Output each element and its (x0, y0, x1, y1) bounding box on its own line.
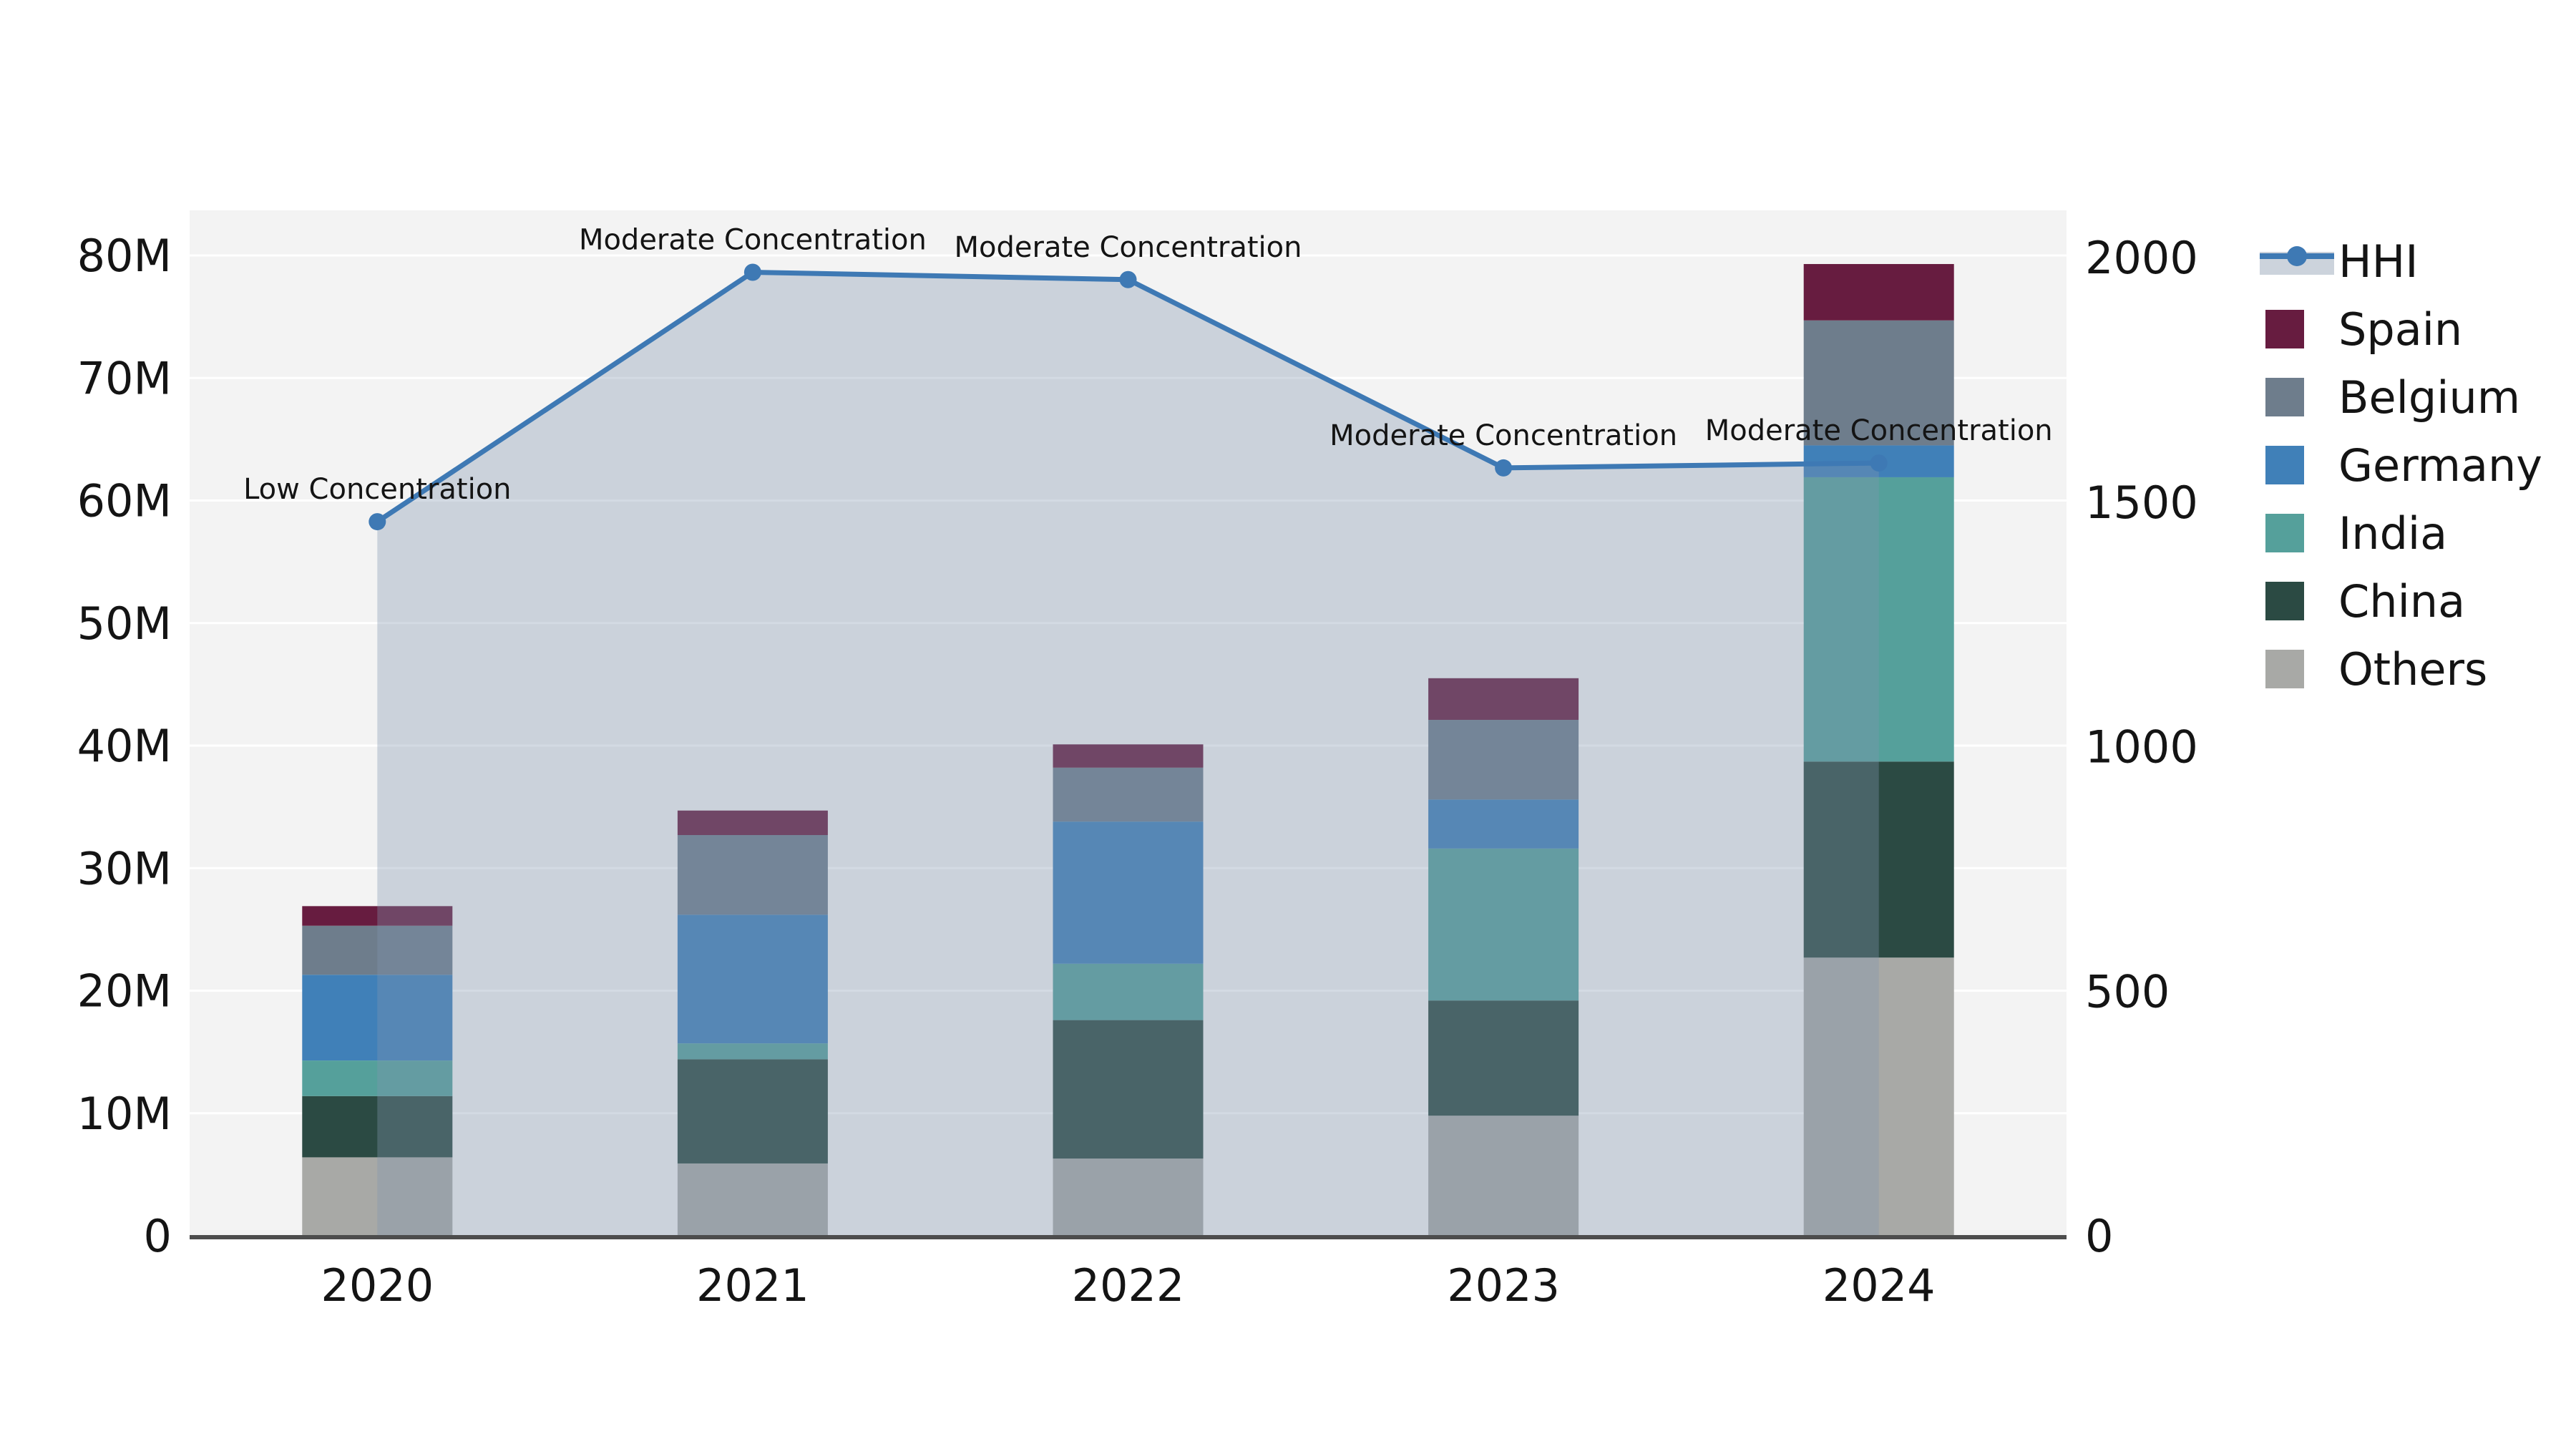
bar-segment-india-2022 (1053, 963, 1204, 1020)
left-tick-label: 80M (77, 230, 172, 282)
bar-segment-spain-2021 (677, 810, 828, 836)
bar-segment-germany-2022 (1053, 821, 1204, 964)
legend-hhi-marker (2287, 246, 2307, 266)
hhi-annotation-2020: Low Concentration (243, 473, 511, 506)
bar-segment-india-2024 (1803, 477, 1954, 762)
hhi-area-fill (377, 272, 1879, 1236)
bar-segment-china-2020 (302, 1096, 453, 1158)
legend-label-hhi: HHI (2338, 235, 2419, 288)
legend-swatch-spain (2265, 310, 2304, 348)
hhi-marker-2024 (1870, 454, 1888, 472)
hhi-marker-2020 (369, 513, 386, 531)
left-tick-label: 60M (77, 475, 172, 527)
bar-segment-india-2023 (1428, 848, 1579, 1001)
x-tick-label: 2020 (321, 1259, 434, 1312)
hhi-marker-2023 (1495, 459, 1513, 477)
left-tick-label: 70M (77, 352, 172, 404)
right-tick-label: 500 (2085, 965, 2170, 1018)
bar-segment-others-2021 (677, 1163, 828, 1236)
bar-segment-others-2024 (1803, 957, 1954, 1236)
bar-segment-china-2023 (1428, 1000, 1579, 1116)
bar-segment-belgium-2022 (1053, 767, 1204, 822)
hhi-marker-2022 (1119, 270, 1137, 288)
bar-segment-belgium-2021 (677, 835, 828, 915)
right-tick-label: 2000 (2085, 232, 2198, 284)
bar-segment-spain-2022 (1053, 744, 1204, 768)
right-tick-label: 1000 (2085, 721, 2198, 774)
legend-label-belgium: Belgium (2338, 371, 2520, 424)
bar-segment-china-2021 (677, 1059, 828, 1163)
legend-label-others: Others (2338, 643, 2487, 696)
hhi-annotation-2023: Moderate Concentration (1330, 419, 1677, 452)
bar-segment-germany-2023 (1428, 799, 1579, 849)
left-tick-label: 10M (77, 1088, 172, 1140)
right-tick-label: 0 (2085, 1210, 2113, 1262)
legend-swatch-germany (2265, 446, 2304, 484)
left-tick-label: 20M (77, 965, 172, 1018)
legend-swatch-china (2265, 582, 2304, 620)
legend-label-germany: Germany (2338, 439, 2542, 492)
legend-label-china: China (2338, 575, 2465, 628)
bar-segment-spain-2024 (1803, 263, 1954, 321)
bar-segment-belgium-2020 (302, 925, 453, 975)
hhi-marker-2021 (743, 263, 761, 281)
bar-segment-china-2022 (1053, 1020, 1204, 1159)
bar-segment-germany-2021 (677, 914, 828, 1044)
bar-segment-belgium-2023 (1428, 720, 1579, 800)
bar-segment-india-2020 (302, 1060, 453, 1096)
bar-segment-others-2022 (1053, 1158, 1204, 1236)
legend-swatch-india (2265, 514, 2304, 552)
bar-segment-spain-2020 (302, 906, 453, 926)
bar-segment-belgium-2024 (1803, 320, 1954, 446)
legend-label-spain: Spain (2338, 303, 2462, 356)
x-tick-label: 2022 (1072, 1259, 1185, 1312)
hhi-annotation-2021: Moderate Concentration (579, 224, 927, 257)
left-tick-label: 0 (144, 1210, 172, 1262)
legend-swatch-belgium (2265, 378, 2304, 416)
right-tick-label: 1500 (2085, 477, 2198, 529)
hhi-annotation-2022: Moderate Concentration (955, 231, 1302, 264)
left-tick-label: 30M (77, 842, 172, 894)
x-tick-label: 2021 (696, 1259, 809, 1312)
bar-segment-others-2020 (302, 1157, 453, 1236)
bar-segment-spain-2023 (1428, 678, 1579, 721)
bar-segment-others-2023 (1428, 1116, 1579, 1236)
hhi-annotation-2024: Moderate Concentration (1705, 414, 2053, 447)
legend-label-india: India (2338, 507, 2447, 560)
bar-segment-india-2021 (677, 1043, 828, 1060)
legend-swatch-others (2265, 650, 2304, 688)
bar-segment-china-2024 (1803, 761, 1954, 958)
bar-segment-germany-2020 (302, 975, 453, 1061)
x-tick-label: 2024 (1823, 1259, 1936, 1312)
left-tick-label: 50M (77, 597, 172, 650)
left-tick-label: 40M (77, 720, 172, 772)
x-tick-label: 2023 (1447, 1259, 1560, 1312)
